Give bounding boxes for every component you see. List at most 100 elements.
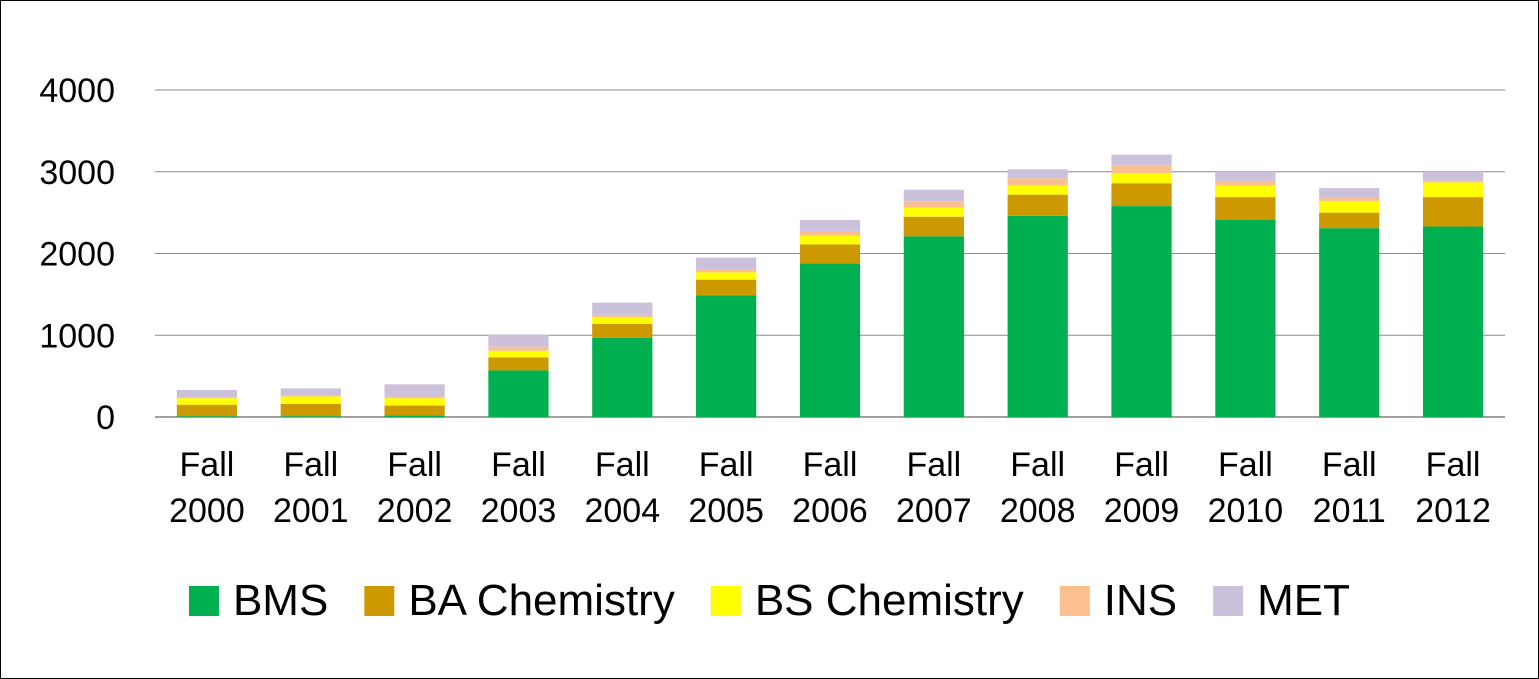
bar-segment (1215, 180, 1276, 186)
bar-segment (1111, 165, 1172, 174)
legend-swatch (710, 586, 741, 616)
bar-segment (1111, 183, 1172, 207)
bar-segment (903, 201, 964, 208)
bar-segment (1422, 180, 1484, 183)
bar-segment (280, 396, 341, 404)
x-tick-label-line: Fall (699, 446, 754, 484)
bar-segment (280, 388, 341, 396)
x-tick-label-line: 2002 (377, 492, 453, 530)
bar-segment (1111, 206, 1172, 417)
legend: BMS BA Chemistry BS Chemistry INS MET (188, 576, 1350, 625)
x-tick-label: Fall 2009 (1104, 446, 1180, 530)
x-tick-label: Fall 2012 (1415, 446, 1491, 530)
x-tick-label-line: 2010 (1208, 492, 1284, 530)
bar-segment (1007, 169, 1068, 179)
legend-swatch (1213, 586, 1244, 616)
y-tick-label: 4000 (39, 72, 115, 110)
x-tick-label: Fall 2000 (169, 446, 245, 530)
bar-segment (799, 235, 861, 245)
bar-segment (176, 404, 238, 417)
bar-segment (1111, 154, 1172, 166)
y-axis-ticks: 0 1000 2000 3000 4000 (39, 72, 115, 437)
x-tick-label: Fall 2005 (688, 446, 764, 530)
legend-swatch (188, 586, 219, 616)
bar-segment (592, 317, 653, 324)
x-tick-label-line: Fall (803, 446, 858, 484)
x-tick-label: Fall 2011 (1313, 446, 1386, 530)
x-tick-label: Fall 2004 (584, 446, 660, 530)
x-tick-label-line: 2009 (1104, 492, 1180, 530)
bar-segment (176, 390, 238, 398)
x-tick-label-line: 2008 (1000, 492, 1076, 530)
bar-segment (384, 405, 445, 416)
x-tick-label-line: Fall (387, 446, 442, 484)
bar-segment (1319, 228, 1380, 417)
legend-label: MET (1257, 576, 1350, 625)
x-tick-label: Fall 2001 (273, 446, 349, 530)
bar-segment (903, 216, 964, 237)
x-tick-label-line: 2000 (169, 492, 245, 530)
bars (176, 154, 1484, 417)
bar-segment (696, 257, 757, 270)
bar-segment (1215, 185, 1276, 198)
bar-segment (1422, 171, 1484, 181)
x-tick-label-line: Fall (1218, 446, 1273, 484)
bar-segment (1422, 197, 1484, 227)
x-tick-label-line: 2005 (688, 492, 764, 530)
x-axis-ticks: Fall 2000 Fall 2001 Fall 2002 Fall 2003 Fall 2004… (169, 446, 1491, 530)
bar-segment (488, 370, 549, 417)
bar-segment (488, 334, 549, 347)
bar-segment (903, 189, 964, 202)
bar-segment (696, 269, 757, 273)
y-tick-label: 2000 (39, 236, 115, 274)
x-tick-label-line: 2003 (481, 492, 557, 530)
bar-segment (176, 397, 238, 399)
x-tick-label-line: Fall (1322, 446, 1377, 484)
bar-segment (799, 231, 861, 236)
bar-segment (1422, 226, 1484, 417)
x-tick-label-line: Fall (1114, 446, 1169, 484)
bar-segment (1215, 197, 1276, 220)
bar-segment (1215, 219, 1276, 417)
x-tick-label-line: Fall (180, 446, 235, 484)
x-tick-label-line: 2001 (273, 492, 349, 530)
legend-label: BMS (233, 576, 328, 625)
x-tick-label-line: Fall (595, 446, 650, 484)
bar-segment (384, 415, 445, 417)
x-tick-label-line: Fall (1010, 446, 1065, 484)
x-tick-label: Fall 2007 (896, 446, 972, 530)
x-tick-label-line: Fall (1426, 446, 1481, 484)
x-tick-label-line: 2012 (1415, 492, 1491, 530)
bar-segment (1007, 194, 1068, 216)
bar-segment (384, 384, 445, 397)
y-tick-label: 0 (96, 399, 115, 437)
x-tick-label: Fall 2010 (1208, 446, 1284, 530)
bar-segment (1215, 171, 1276, 181)
bar-segment (1319, 197, 1380, 202)
bar-segment (176, 398, 238, 405)
legend-label: BS Chemistry (755, 576, 1024, 625)
x-tick-label-line: Fall (491, 446, 546, 484)
bar-segment (488, 350, 549, 358)
bar-segment (1422, 182, 1484, 198)
bar-segment (280, 395, 341, 397)
bar-segment (592, 323, 653, 338)
bar-segment (903, 236, 964, 417)
x-tick-label: Fall 2002 (377, 446, 453, 530)
x-tick-label-line: 2006 (792, 492, 868, 530)
bar-segment (280, 403, 341, 417)
x-tick-label: Fall 2006 (792, 446, 868, 530)
x-tick-label-line: 2007 (896, 492, 972, 530)
bar-segment (1007, 178, 1068, 186)
x-tick-label-line: 2011 (1313, 492, 1386, 530)
bar-segment (1007, 215, 1068, 417)
x-tick-label-line: Fall (283, 446, 338, 484)
x-tick-label-line: 2004 (584, 492, 660, 530)
legend-label: BA Chemistry (408, 576, 675, 625)
bar-segment (696, 295, 757, 417)
bar-segment (696, 272, 757, 280)
bar-segment (1111, 173, 1172, 184)
x-tick-label: Fall 2008 (1000, 446, 1076, 530)
bar-segment (1319, 201, 1380, 213)
x-tick-label-line: Fall (906, 446, 961, 484)
